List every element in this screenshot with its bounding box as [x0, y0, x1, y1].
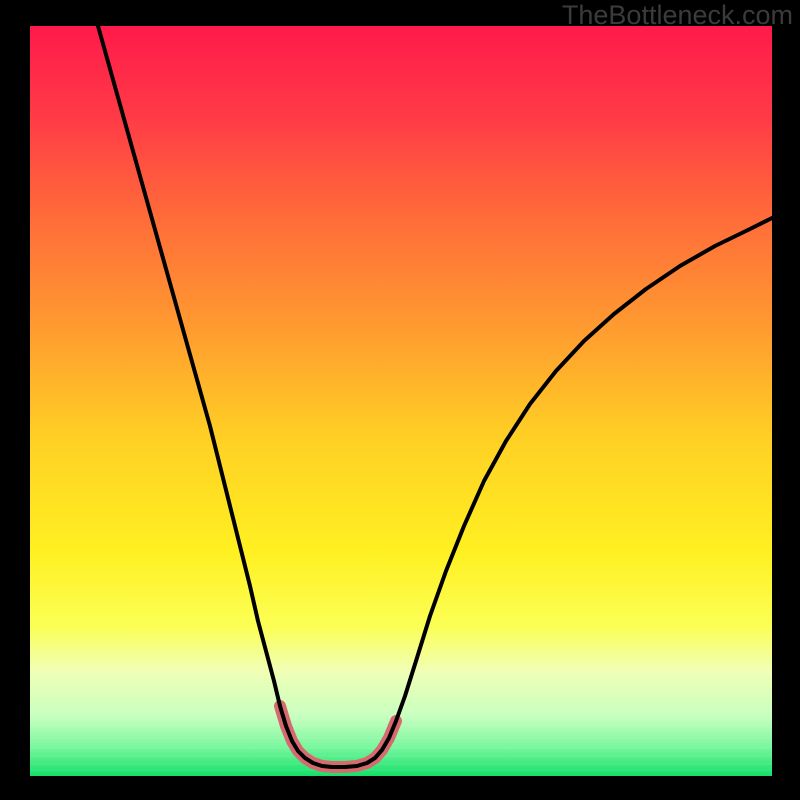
plot-background — [30, 26, 772, 776]
plot-svg — [30, 26, 772, 776]
plot-area — [30, 26, 772, 776]
chart-frame: TheBottleneck.com — [0, 0, 800, 800]
watermark-text: TheBottleneck.com — [562, 0, 793, 31]
